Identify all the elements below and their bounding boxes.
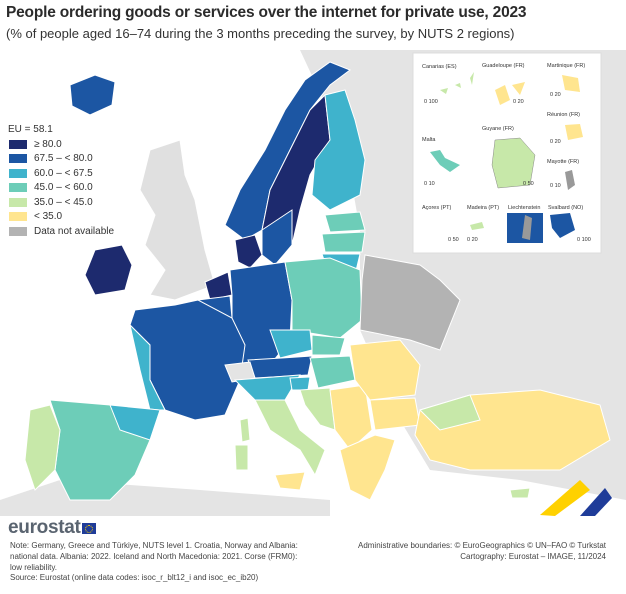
region-latvia bbox=[321, 231, 366, 253]
inset-label-guadeloupe: Guadeloupe (FR) bbox=[482, 63, 525, 69]
legend-swatch bbox=[8, 225, 28, 237]
scale-guyane: 0 50 bbox=[523, 181, 534, 187]
inset-label-acores: Açores (PT) bbox=[422, 205, 452, 211]
inset-martinique bbox=[562, 75, 580, 92]
inset-svalbard bbox=[550, 213, 575, 238]
region-turkiye-west bbox=[419, 394, 481, 431]
region-hungary bbox=[309, 355, 356, 389]
region-bulgaria bbox=[369, 397, 421, 431]
legend-swatch bbox=[8, 211, 28, 223]
region-slovakia bbox=[311, 334, 346, 356]
insets-panel: Canarias (ES) Guadeloupe (FR) Martinique… bbox=[412, 52, 602, 254]
region-romania bbox=[349, 339, 421, 401]
legend-label: < 35.0 bbox=[34, 211, 63, 223]
inset-label-reunion: Réunion (FR) bbox=[547, 112, 580, 118]
inset-malta bbox=[430, 150, 460, 172]
map-note: Note: Germany, Greece and Türkiye, NUTS … bbox=[10, 541, 298, 572]
region-sardinia bbox=[234, 444, 249, 471]
region-corse bbox=[239, 417, 251, 443]
legend-item: < 35.0 bbox=[8, 210, 114, 225]
inset-canarias bbox=[440, 72, 474, 94]
scale-guadeloupe: 0 20 bbox=[513, 99, 524, 105]
legend-item: ≥ 80.0 bbox=[8, 137, 114, 152]
scale-malta: 0 10 bbox=[424, 181, 435, 187]
scale-martinique: 0 20 bbox=[550, 92, 561, 98]
legend-item: 35.0 – < 45.0 bbox=[8, 195, 114, 210]
legend-item: 45.0 – < 60.0 bbox=[8, 181, 114, 196]
inset-label-malta: Malta bbox=[422, 137, 436, 143]
region-sweden-south bbox=[261, 209, 293, 266]
logo-text: eurostat bbox=[8, 517, 81, 538]
inset-label-liechtenstein: Liechtenstein bbox=[508, 205, 540, 211]
region-uk bbox=[139, 139, 216, 301]
region-estonia bbox=[324, 211, 366, 233]
scale-svalbard: 0 100 bbox=[577, 237, 591, 243]
region-belarus-ukraine bbox=[359, 254, 461, 351]
inset-label-svalbard: Svalbard (NO) bbox=[548, 205, 583, 211]
region-finland bbox=[311, 89, 366, 211]
region-poland bbox=[284, 257, 363, 339]
region-spain-north bbox=[109, 404, 161, 441]
credits-cartography: Cartography: Eurostat – IMAGE, 11/2024 bbox=[460, 552, 606, 561]
region-portugal bbox=[24, 404, 61, 491]
inset-label-canarias: Canarias (ES) bbox=[422, 64, 457, 70]
legend-item: 67.5 – < 80.0 bbox=[8, 152, 114, 167]
inset-reunion bbox=[565, 124, 583, 140]
region-greece bbox=[339, 434, 396, 501]
legend-label: 45.0 – < 60.0 bbox=[34, 182, 93, 194]
region-sicily bbox=[274, 471, 306, 491]
eu-flag-icon bbox=[81, 522, 96, 534]
legend-label: ≥ 80.0 bbox=[34, 138, 62, 150]
inset-mayotte bbox=[565, 170, 575, 190]
legend-swatch bbox=[8, 182, 28, 194]
region-austria bbox=[247, 355, 313, 379]
inset-liechtenstein-shape bbox=[522, 215, 532, 240]
scale-madeira: 0 20 bbox=[467, 237, 478, 243]
map-legend: EU = 58.1 ≥ 80.0 67.5 – < 80.0 60.0 – < 67… bbox=[8, 124, 114, 239]
inset-madeira bbox=[470, 222, 484, 230]
legend-item: Data not available bbox=[8, 224, 114, 239]
region-denmark bbox=[234, 234, 263, 269]
map-source: Source: Eurostat (online data codes: iso… bbox=[10, 573, 259, 582]
credits-boundaries: Administrative boundaries: © EuroGeograp… bbox=[357, 541, 606, 550]
scale-reunion: 0 20 bbox=[550, 139, 561, 145]
legend-label: 35.0 – < 45.0 bbox=[34, 196, 93, 208]
region-italy-south bbox=[254, 399, 326, 477]
legend-eu-value: EU = 58.1 bbox=[8, 124, 53, 135]
inset-label-guyane: Guyane (FR) bbox=[482, 126, 514, 132]
region-slovenia bbox=[289, 376, 311, 391]
region-russia-north bbox=[300, 50, 420, 200]
eurostat-logo: eurostat bbox=[8, 517, 96, 539]
map-title: People ordering goods or services over t… bbox=[6, 4, 527, 21]
region-croatia bbox=[299, 387, 336, 431]
region-iceland bbox=[69, 74, 116, 116]
legend-swatch bbox=[8, 167, 28, 179]
scale-acores: 0 50 bbox=[448, 237, 459, 243]
inset-guyane bbox=[491, 137, 536, 189]
map-subtitle: (% of people aged 16–74 during the 3 mon… bbox=[6, 26, 515, 41]
region-cyprus bbox=[509, 487, 531, 499]
decorative-stripe-yellow bbox=[540, 480, 590, 516]
region-france-west bbox=[129, 323, 166, 411]
legend-swatch bbox=[8, 153, 28, 165]
map-credits: Administrative boundaries: © EuroGeograp… bbox=[358, 540, 606, 562]
legend-label: 60.0 – < 67.5 bbox=[34, 167, 93, 179]
legend-swatch bbox=[8, 196, 28, 208]
legend-label: 67.5 – < 80.0 bbox=[34, 153, 93, 165]
legend-swatch bbox=[8, 138, 28, 150]
inset-label-martinique: Martinique (FR) bbox=[547, 63, 585, 69]
scale-canarias: 0 100 bbox=[424, 99, 438, 105]
scale-mayotte: 0 10 bbox=[550, 183, 561, 189]
decorative-stripe-blue bbox=[580, 488, 612, 516]
legend-item: 60.0 – < 67.5 bbox=[8, 166, 114, 181]
region-ireland bbox=[84, 244, 133, 296]
inset-label-mayotte: Mayotte (FR) bbox=[547, 159, 579, 165]
legend-label: Data not available bbox=[34, 225, 115, 237]
europe-map: Canarias (ES) Guadeloupe (FR) Martinique… bbox=[0, 50, 626, 516]
inset-guadeloupe bbox=[495, 82, 525, 105]
inset-label-madeira: Madeira (PT) bbox=[467, 205, 499, 211]
